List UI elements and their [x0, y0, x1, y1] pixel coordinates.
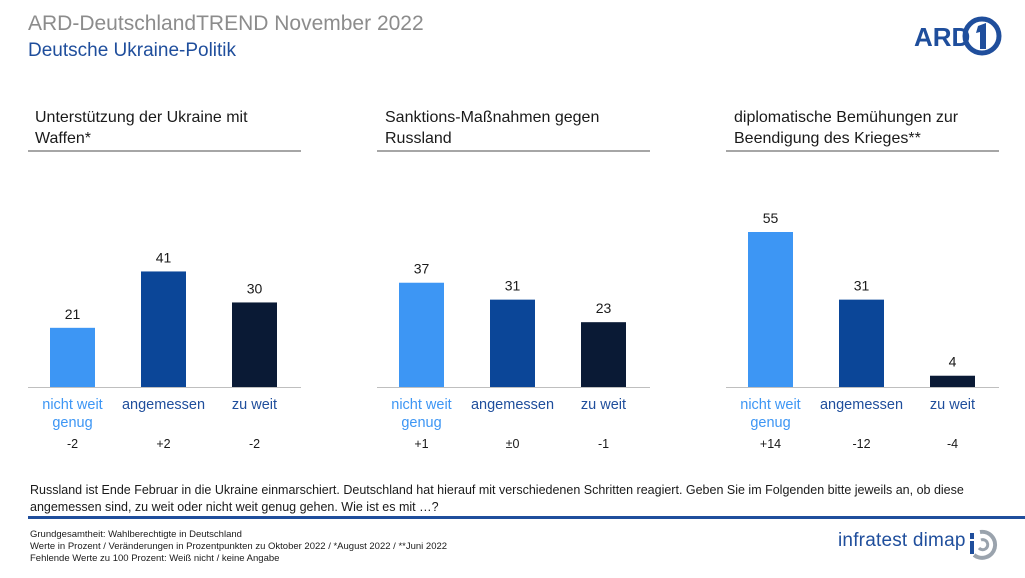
panel-1-title-line-1: Unterstützung der Ukraine mit	[35, 109, 248, 126]
category-label-2-1-line-2: genug	[401, 415, 441, 431]
category-label-1-1-line-2: genug	[52, 415, 92, 431]
category-label-1-3: zu weit	[232, 397, 277, 413]
panel-2-title: Sanktions-Maßnahmen gegen Russland	[385, 107, 599, 149]
bar-2-2	[490, 299, 535, 387]
category-label-2-2: angemessen	[471, 397, 554, 413]
bar-3-2	[839, 299, 884, 387]
bar-value-label-2-1: 37	[414, 261, 430, 277]
bar-2-3	[581, 322, 626, 387]
bar-value-label-3-3: 4	[949, 354, 957, 370]
bar-value-label-1-3: 30	[247, 280, 263, 296]
change-label-3-2: -12	[852, 437, 870, 451]
change-label-1-1: -2	[67, 437, 78, 451]
panel-1-title-line-2: Waffen*	[35, 130, 92, 147]
bar-value-label-1-1: 21	[65, 306, 81, 322]
panel-2-title-underline	[377, 150, 650, 152]
category-label-3-1-line-1: nicht weit	[740, 397, 800, 413]
footer-divider	[28, 516, 1025, 519]
bar-3-1	[748, 232, 793, 387]
report-title: ARD-DeutschlandTREND November 2022	[28, 12, 424, 35]
change-label-2-1: +1	[414, 437, 428, 451]
bar-value-label-3-2: 31	[854, 278, 870, 294]
panel-3-title: diplomatische Bemühungen zur Beendigung …	[734, 107, 958, 149]
bar-1-1	[50, 327, 95, 387]
panel-3-title-line-2: Beendigung des Krieges**	[734, 130, 921, 147]
bar-value-label-2-2: 31	[505, 278, 521, 294]
category-label-1-1-line-1: nicht weit	[42, 397, 102, 413]
survey-question: Russland ist Ende Februar in die Ukraine…	[30, 483, 964, 514]
bar-value-label-1-2: 41	[156, 249, 172, 265]
panel-1-title-underline	[28, 150, 301, 152]
infratest-dimap-icon	[970, 529, 998, 560]
change-label-1-3: -2	[249, 437, 260, 451]
change-label-1-2: +2	[156, 437, 170, 451]
bar-1-3	[232, 302, 277, 387]
category-label-3-2: angemessen	[820, 397, 903, 413]
report-subtitle: Deutsche Ukraine-Politik	[28, 40, 237, 61]
bar-1-2	[141, 271, 186, 387]
bar-3-3	[930, 375, 975, 387]
change-label-2-2: ±0	[506, 437, 520, 451]
bar-value-label-3-1: 55	[763, 210, 779, 226]
category-label-3-3: zu weit	[930, 397, 975, 413]
bar-value-label-2-3: 23	[596, 300, 612, 316]
bar-charts: 21 nicht weit genug -2 41 angemessen +2 30 zu we…	[28, 210, 999, 451]
infratest-dimap-brand: infratest dimap	[838, 530, 966, 551]
panel-3-title-line-1: diplomatische Bemühungen zur	[734, 109, 959, 126]
category-label-2-1-line-1: nicht weit	[391, 397, 451, 413]
category-label-3-1-line-2: genug	[750, 415, 790, 431]
footer-missing: Fehlende Werte zu 100 Prozent: Weiß nich…	[30, 553, 280, 564]
footer-units: Werte in Prozent / Veränderungen in Proz…	[30, 541, 448, 552]
ard-logo-text: ARD	[914, 22, 970, 52]
change-label-2-3: -1	[598, 437, 609, 451]
category-label-2-3: zu weit	[581, 397, 626, 413]
panel-2-title-line-2: Russland	[385, 130, 452, 147]
footer-population: Grundgesamtheit: Wahlberechtigte in Deut…	[30, 529, 242, 540]
change-label-3-3: -4	[947, 437, 958, 451]
category-label-1-2: angemessen	[122, 397, 205, 413]
panel-1-title: Unterstützung der Ukraine mit Waffen*	[35, 107, 248, 149]
bar-2-1	[399, 282, 444, 387]
change-label-3-1: +14	[760, 437, 781, 451]
panel-2-title-line-1: Sanktions-Maßnahmen gegen	[385, 109, 600, 126]
panel-3-title-underline	[726, 150, 999, 152]
ard-logo: ARD	[914, 16, 1002, 56]
